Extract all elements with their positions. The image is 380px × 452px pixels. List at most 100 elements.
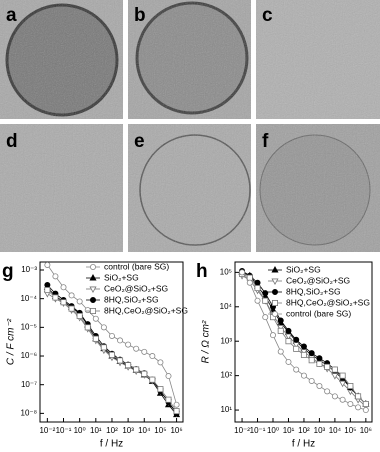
photo-texture <box>128 124 251 252</box>
x-tick-label: 10³ <box>314 426 326 435</box>
marker <box>157 386 164 393</box>
marker <box>293 366 300 373</box>
y-tick-label: 10⁻⁶ <box>21 351 37 360</box>
marker <box>133 366 140 373</box>
marker <box>277 327 284 334</box>
marker <box>300 343 307 350</box>
marker <box>173 408 180 415</box>
panel-label: a <box>6 5 17 26</box>
marker <box>254 297 261 304</box>
x-tick-label: 10⁵ <box>154 426 166 435</box>
marker <box>316 383 323 390</box>
x-axis-title: f / Hz <box>100 439 123 450</box>
marker <box>52 273 59 280</box>
y-tick-label: 10² <box>220 371 232 380</box>
marker <box>362 407 369 414</box>
marker <box>141 348 148 355</box>
marker <box>293 345 300 352</box>
x-axis-title: f / Hz <box>292 439 315 450</box>
marker <box>117 337 124 344</box>
x-tick-label: 10⁴ <box>329 426 342 435</box>
photo-texture <box>256 124 380 252</box>
photo-texture <box>256 0 380 119</box>
marker <box>347 401 354 408</box>
marker <box>262 314 269 321</box>
marker <box>285 327 292 334</box>
legend-label: 8HQ,CeO₂@SiO₂+SG <box>286 297 370 307</box>
marker <box>149 353 156 360</box>
legend-label: control (bare SG) <box>286 308 351 318</box>
marker <box>300 351 307 358</box>
marker <box>331 366 338 373</box>
x-tick-label: 10⁰ <box>74 426 86 435</box>
marker <box>52 294 59 301</box>
panel-label: h <box>196 261 208 282</box>
marker <box>157 359 164 366</box>
legend-marker <box>90 296 97 303</box>
legend-label: 8HQ,CeO₂@SiO₂+SG <box>104 305 188 315</box>
legend-marker <box>271 288 278 295</box>
marker <box>308 350 315 357</box>
x-tick-label: 10⁻¹ <box>250 426 266 435</box>
legend-label: control (bare SG) <box>104 261 169 271</box>
marker <box>60 299 67 306</box>
y-axis-title: R / Ω cm² <box>201 320 212 363</box>
legend-marker <box>89 274 97 281</box>
legend-label: 8HQ,SiO₂+SG <box>286 286 341 296</box>
x-tick-label: 10⁻² <box>234 426 250 435</box>
legend-marker <box>271 278 279 285</box>
y-axis-title: C / F cm⁻² <box>6 318 17 365</box>
marker <box>92 335 99 342</box>
marker <box>308 377 315 384</box>
marker <box>108 332 115 339</box>
marker <box>308 357 315 364</box>
marker <box>44 261 51 268</box>
legend-marker <box>271 299 278 306</box>
x-tick-label: 10¹ <box>90 426 102 435</box>
marker <box>239 269 246 276</box>
legend-marker <box>271 310 278 317</box>
marker <box>270 332 277 339</box>
photo-texture <box>0 124 123 252</box>
marker <box>285 338 292 345</box>
x-tick-label: 10² <box>106 426 118 435</box>
x-tick-label: 10⁻¹ <box>56 426 72 435</box>
marker <box>117 357 124 364</box>
legend-label: 8HQ,SiO₂+SG <box>104 294 159 304</box>
panel-label: f <box>262 131 269 152</box>
marker <box>362 401 369 408</box>
panel-label: g <box>2 261 14 282</box>
marker <box>262 297 269 304</box>
marker <box>108 351 115 358</box>
marker <box>133 345 140 352</box>
legend-marker <box>90 263 97 270</box>
photo-texture <box>128 0 251 119</box>
photo-texture <box>0 0 123 119</box>
x-tick-label: 10⁰ <box>267 426 279 435</box>
y-tick-label: 10³ <box>220 336 232 345</box>
legend-label: SiO₂+SG <box>286 264 321 274</box>
marker <box>76 312 83 319</box>
marker <box>277 317 284 324</box>
y-tick-label: 10⁵ <box>220 267 232 276</box>
marker <box>339 372 346 379</box>
marker <box>246 279 253 286</box>
legend-marker <box>271 266 279 273</box>
marker <box>141 370 148 377</box>
marker <box>262 290 269 297</box>
x-tick-label: 10⁴ <box>138 426 151 435</box>
marker <box>44 287 51 294</box>
marker <box>92 315 99 322</box>
x-tick-label: 10¹ <box>283 426 295 435</box>
marker <box>339 380 347 388</box>
photos: a b c d e f <box>0 0 380 252</box>
marker <box>324 363 331 370</box>
marker <box>331 393 338 400</box>
marker <box>76 298 83 305</box>
marker <box>285 358 292 365</box>
x-tick-label: 10⁻² <box>39 426 55 435</box>
marker <box>165 396 172 403</box>
marker <box>246 274 253 281</box>
marker <box>277 348 284 355</box>
